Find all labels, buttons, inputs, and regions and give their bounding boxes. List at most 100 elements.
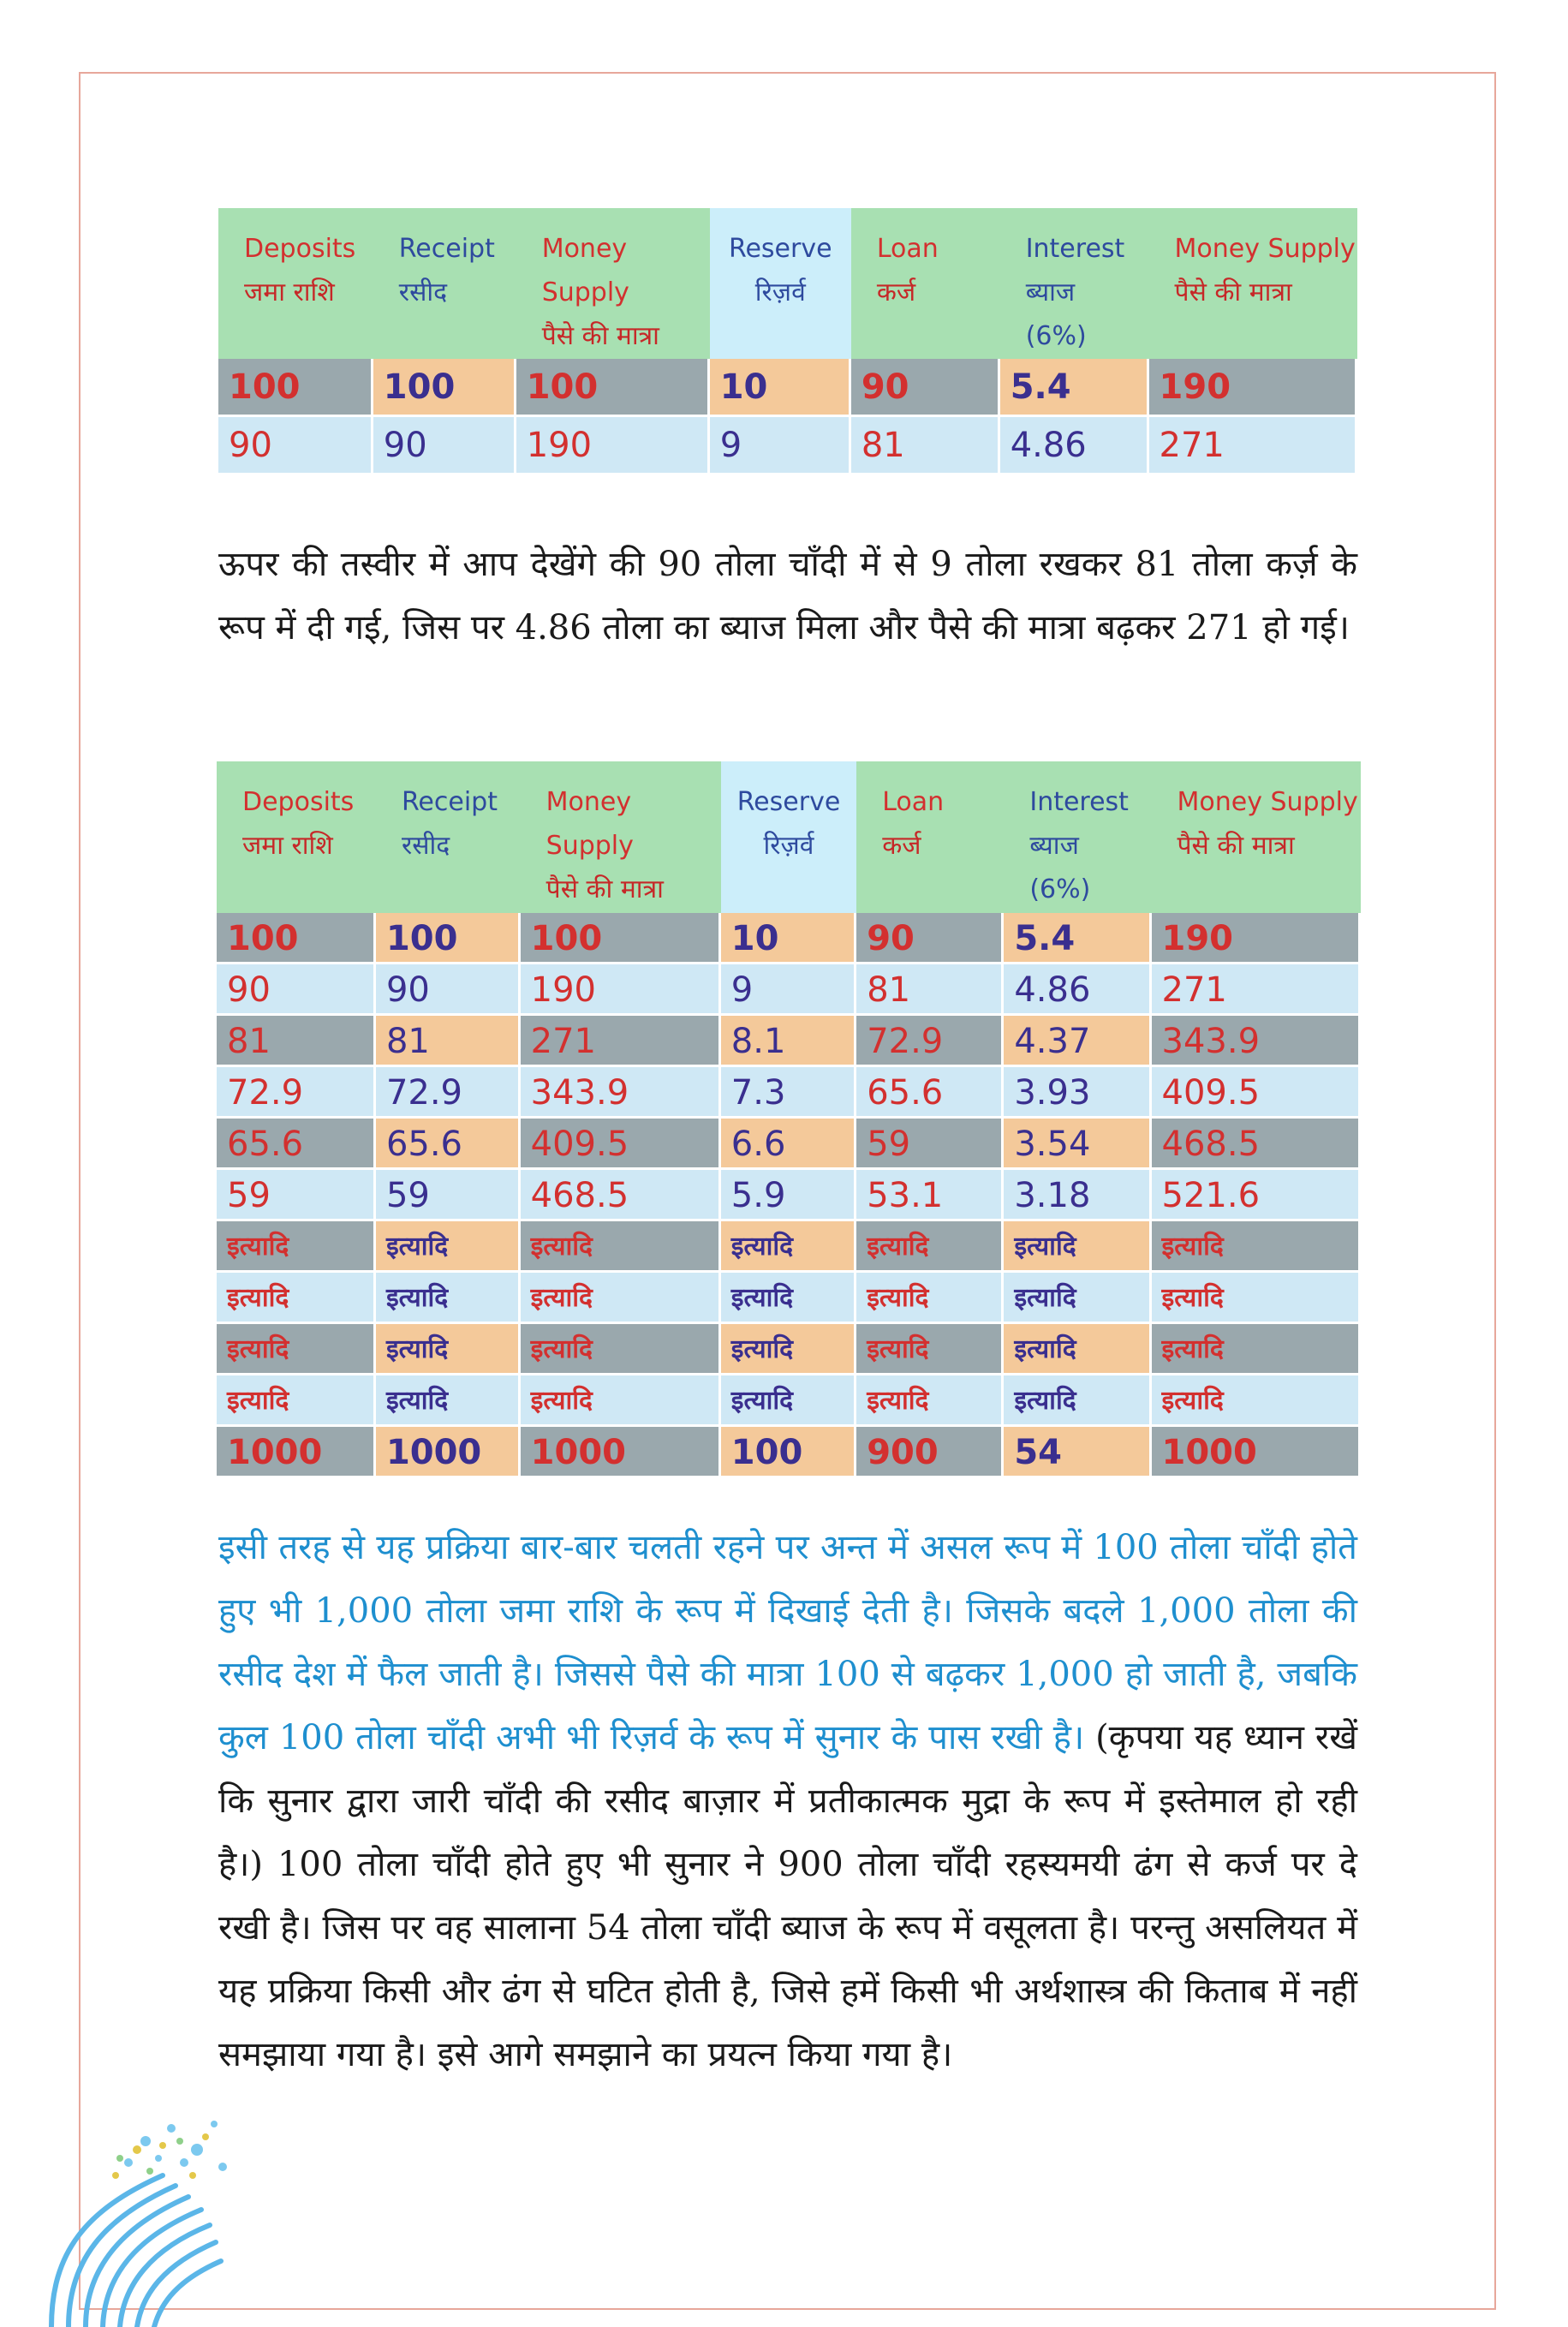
table-row: इत्यादि इत्यादि इत्यादि इत्यादि इत्यादि इत्या… [217, 1221, 1361, 1273]
header-label-en: Interest [1029, 787, 1129, 817]
header-label-hi: जमा राशि [244, 277, 335, 307]
explanation-paragraph-2: इसी तरह से यह प्रक्रिया बार-बार चलती रहन… [218, 1516, 1357, 2086]
header-label-hi: ब्याज [1029, 831, 1079, 861]
cell-money-supply: इत्यादि [520, 1324, 721, 1375]
cell-reserve: इत्यादि [720, 1324, 857, 1375]
cell-loan: 900 [856, 1427, 1005, 1478]
table-row: इत्यादि इत्यादि इत्यादि इत्यादि इत्यादि इत्या… [217, 1324, 1361, 1375]
header-label-sub: (6%) [1025, 321, 1087, 351]
header-money-supply-total: Money Supply पैसे की मात्रा [1149, 208, 1357, 359]
header-label-hi: कर्ज [876, 277, 916, 307]
cell-receipt: इत्यादि [375, 1221, 521, 1273]
cell-loan: 72.9 [856, 1016, 1005, 1067]
cell-money-supply: 343.9 [520, 1067, 721, 1119]
cell-deposits: 59 [217, 1170, 376, 1221]
header-reserve: Reserve रिज़र्व [709, 208, 851, 359]
cell-interest: इत्यादि [1004, 1375, 1152, 1427]
header-label-hi: रसीद [401, 831, 450, 861]
header-receipt: Receipt रसीद [373, 208, 516, 359]
header-label-hi: पैसे की मात्रा [541, 321, 659, 351]
cell-money-supply: 1000 [520, 1427, 721, 1478]
header-label-en: Deposits [242, 787, 355, 817]
cell-reserve: 9 [709, 417, 851, 475]
header-label-en: Reserve [728, 234, 832, 264]
cell-reserve: 7.3 [720, 1067, 857, 1119]
table-row: 81 81 271 8.1 72.9 4.37 343.9 [217, 1016, 1361, 1067]
table-row: 100 100 100 10 90 5.4 190 [217, 913, 1361, 964]
header-label-hi: पैसे की मात्रा [1174, 277, 1292, 307]
paragraph-dark-text: (कृपया यह ध्यान रखें कि सुनार द्वारा जार… [218, 1718, 1358, 2074]
cell-money-supply: 271 [520, 1016, 721, 1067]
cell-loan: इत्यादि [856, 1221, 1005, 1273]
cell-deposits: 65.6 [217, 1119, 376, 1170]
cell-loan: इत्यादि [856, 1273, 1005, 1324]
table-body: 100 100 100 10 90 5.4 190 90 90 190 9 81 4.86 271 [218, 359, 1357, 475]
cell-loan: इत्यादि [856, 1324, 1005, 1375]
cell-receipt: इत्यादि [375, 1273, 521, 1324]
cell-reserve: 10 [709, 359, 851, 417]
header-label-en: Loan [876, 234, 939, 264]
cell-deposits: इत्यादि [217, 1221, 376, 1273]
header-reserve: Reserve रिज़र्व [720, 761, 857, 913]
header-label-hi: जमा राशि [242, 831, 333, 861]
cell-deposits: 72.9 [217, 1067, 376, 1119]
cell-loan: 81 [856, 964, 1005, 1016]
cell-money-supply-total: 409.5 [1151, 1067, 1361, 1119]
cell-reserve: 5.9 [720, 1170, 857, 1221]
header-label-hi: रिज़र्व [763, 831, 814, 861]
cell-interest: 3.54 [1004, 1119, 1152, 1170]
cell-deposits: 100 [217, 913, 376, 964]
header-label-en: Reserve [736, 787, 841, 817]
page-border [79, 72, 1496, 2310]
cell-receipt: 90 [375, 964, 521, 1016]
cell-money-supply-total: 343.9 [1151, 1016, 1361, 1067]
header-label-en: Loan [882, 787, 945, 817]
cell-deposits: इत्यादि [217, 1324, 376, 1375]
cell-money-supply: 100 [516, 359, 710, 417]
explanation-paragraph-1: ऊपर की तस्वीर में आप देखेंगे की 90 तोला … [218, 545, 1357, 647]
cell-deposits: 90 [218, 417, 373, 475]
cell-reserve: इत्यादि [720, 1375, 857, 1427]
header-label-sub: (6%) [1029, 874, 1091, 904]
header-interest: Interest ब्याज (6%) [1000, 208, 1149, 359]
header-deposits: Deposits जमा राशि [218, 208, 373, 359]
header-label-en: Interest [1025, 234, 1125, 264]
header-label-en: Money Supply [541, 234, 629, 307]
header-label-hi: पैसे की मात्रा [1177, 831, 1295, 861]
cell-receipt: 65.6 [375, 1119, 521, 1170]
cell-reserve: 9 [720, 964, 857, 1016]
cell-interest: इत्यादि [1004, 1273, 1152, 1324]
cell-receipt: इत्यादि [375, 1375, 521, 1427]
cell-deposits: इत्यादि [217, 1273, 376, 1324]
cell-loan: 59 [856, 1119, 1005, 1170]
header-interest: Interest ब्याज (6%) [1004, 761, 1151, 913]
cell-money-supply-total: 190 [1151, 913, 1361, 964]
cell-loan: 90 [850, 359, 1000, 417]
cell-money-supply-total: 271 [1148, 417, 1357, 475]
cell-deposits: 81 [217, 1016, 376, 1067]
cell-money-supply: इत्यादि [520, 1221, 721, 1273]
header-label-en: Deposits [244, 234, 356, 264]
cell-interest: 4.86 [1004, 964, 1152, 1016]
cell-reserve: इत्यादि [720, 1273, 857, 1324]
header-label-en: Receipt [398, 234, 495, 264]
header-label-hi: ब्याज [1025, 277, 1076, 307]
header-label-en: Money Supply [1177, 787, 1358, 817]
cell-loan: इत्यादि [856, 1375, 1005, 1427]
cell-money-supply: 190 [516, 417, 710, 475]
cell-money-supply-total: इत्यादि [1151, 1375, 1361, 1427]
header-label-hi: रिज़र्व [754, 277, 806, 307]
header-label-en: Money Supply [1174, 234, 1356, 264]
cell-loan: 65.6 [856, 1067, 1005, 1119]
cell-deposits: 100 [218, 359, 373, 417]
cell-money-supply: 100 [520, 913, 721, 964]
header-deposits: Deposits जमा राशि [217, 761, 376, 913]
cell-reserve: 8.1 [720, 1016, 857, 1067]
cell-interest: 4.37 [1004, 1016, 1152, 1067]
table-row: 90 90 190 9 81 4.86 271 [217, 964, 1361, 1016]
cell-loan: 53.1 [856, 1170, 1005, 1221]
header-money-supply: Money Supply पैसे की मात्रा [521, 761, 721, 913]
cell-receipt: 1000 [375, 1427, 521, 1478]
header-label-hi: रसीद [398, 277, 448, 307]
table-row: 1000 1000 1000 100 900 54 1000 [217, 1427, 1361, 1478]
